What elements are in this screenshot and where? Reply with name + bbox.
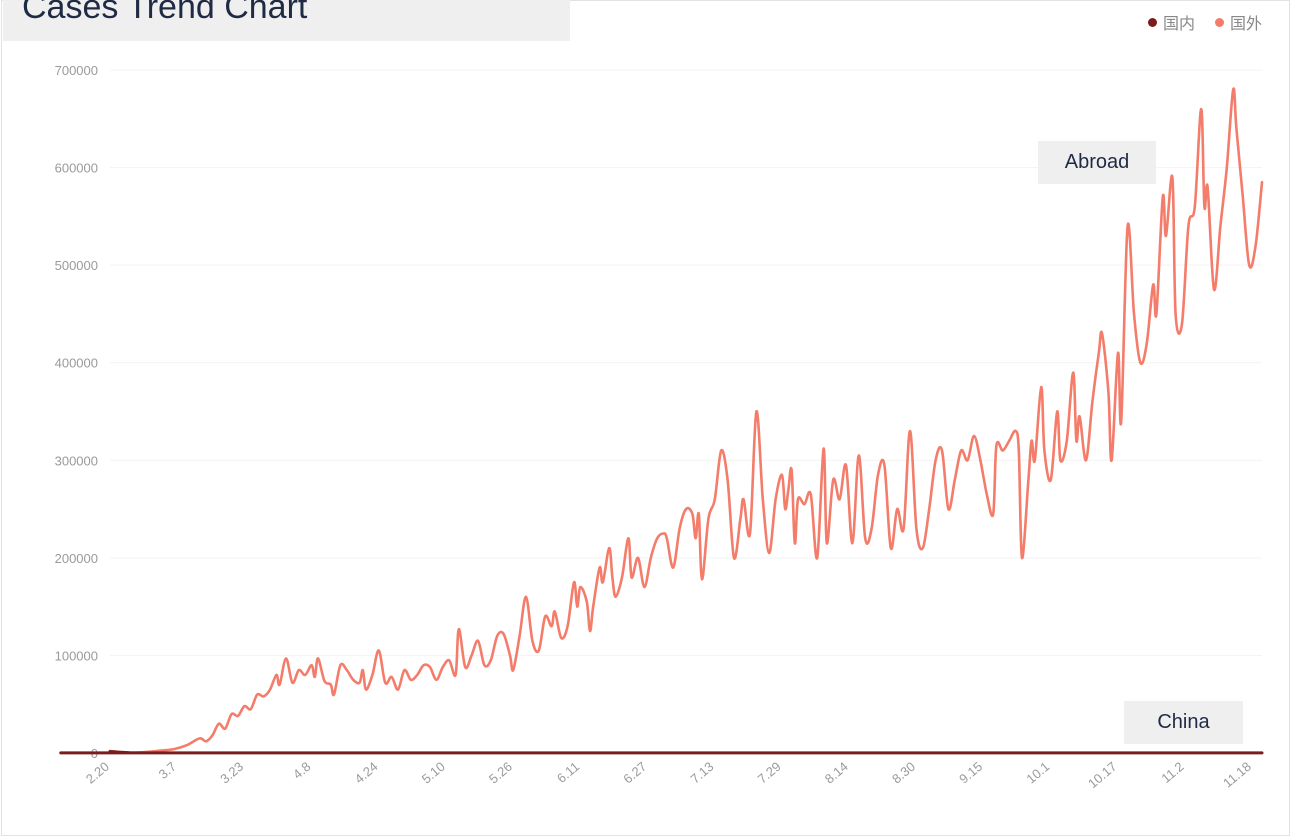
x-tick-label: 11.18 (1220, 759, 1254, 791)
x-tick-label: 4.24 (352, 759, 381, 787)
y-axis-ticks: 0100000200000300000400000500000600000700… (55, 63, 98, 761)
x-axis-ticks: 2.20 3.7 3.23 4.8 4.24 5.10 5.26 6.11 6.27 7.13 7.… (83, 759, 1254, 791)
legend-label-abroad: 国外 (1229, 16, 1262, 33)
x-tick-label: 5.26 (486, 759, 515, 787)
y-tick-label: 700000 (55, 63, 98, 78)
x-tick-label: 11.2 (1158, 759, 1186, 786)
chart-title-box: Cases Trend Chart (3, 0, 570, 41)
series-lines (59, 87, 1264, 755)
chart-title: Cases Trend Chart (22, 0, 308, 26)
x-tick-label: 2.20 (83, 759, 112, 787)
series-line-domestic (59, 750, 1264, 755)
y-tick-label: 300000 (55, 453, 98, 468)
x-tick-label: 6.27 (620, 759, 649, 787)
x-tick-label: 3.23 (217, 759, 246, 787)
x-tick-label: 4.8 (290, 759, 313, 782)
x-tick-label: 8.30 (889, 759, 918, 787)
y-tick-label: 200000 (55, 551, 98, 566)
x-tick-label: 10.17 (1085, 759, 1120, 791)
chart-legend: 国内 国外 (1128, 10, 1262, 34)
annotation-china-label: China (1157, 711, 1210, 733)
y-tick-label: 500000 (55, 258, 98, 273)
annotation-abroad-label: Abroad (1064, 151, 1130, 173)
y-tick-label: 600000 (55, 161, 98, 176)
x-tick-label: 10.1 (1023, 759, 1052, 787)
legend-dot-abroad-icon (1214, 17, 1224, 27)
legend-item-domestic[interactable]: 国内 (1147, 10, 1195, 34)
x-tick-label: 7.13 (687, 759, 716, 787)
y-tick-label: 100000 (55, 648, 98, 663)
annotation-china: China (1124, 701, 1243, 744)
x-tick-label: 5.10 (419, 759, 448, 787)
y-tick-label: 400000 (55, 356, 98, 371)
x-tick-label: 9.15 (956, 759, 985, 787)
x-tick-label: 6.11 (554, 759, 582, 786)
legend-label-domestic: 国内 (1162, 16, 1195, 33)
x-tick-label: 3.7 (156, 759, 179, 782)
x-tick-label: 7.29 (755, 759, 784, 787)
legend-dot-domestic-icon (1147, 17, 1157, 27)
annotation-abroad: Abroad (1038, 141, 1156, 184)
legend-item-abroad[interactable]: 国外 (1214, 10, 1262, 34)
x-tick-label: 8.14 (822, 759, 851, 787)
series-line-abroad (108, 87, 1264, 754)
